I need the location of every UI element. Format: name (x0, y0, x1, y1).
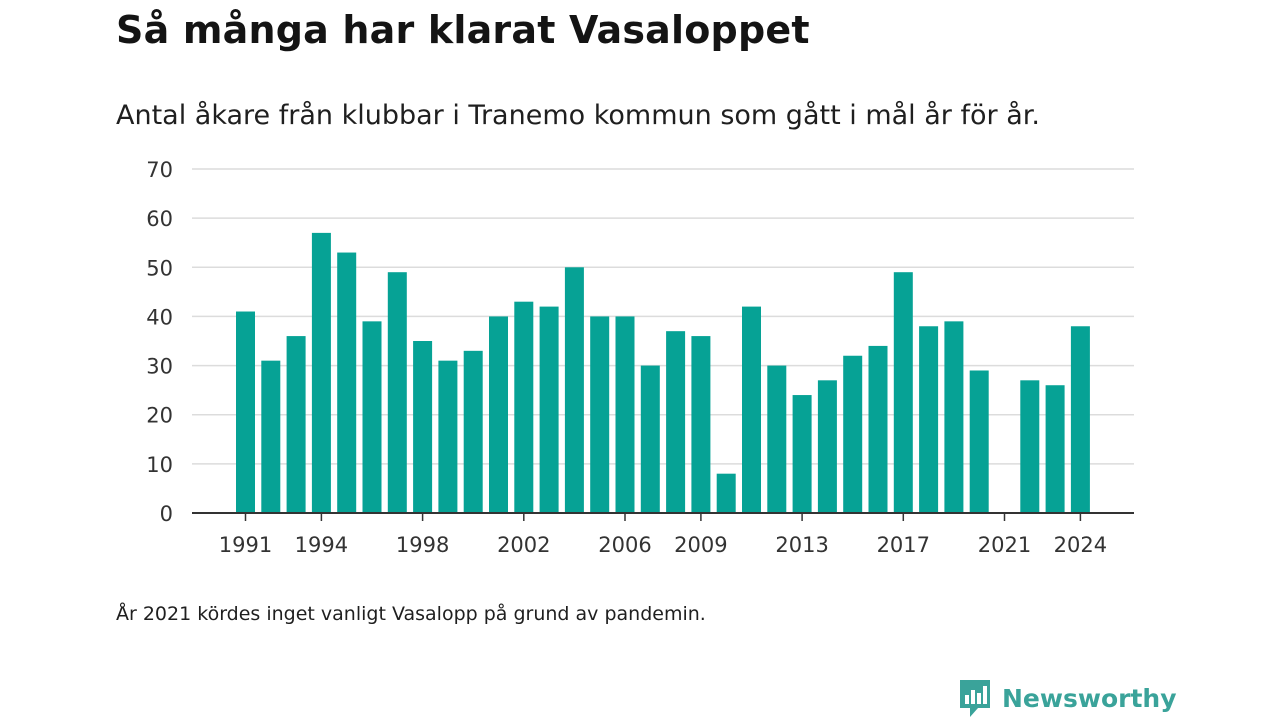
bar-2010 (716, 473, 736, 513)
bar-1996 (362, 321, 382, 513)
bar-1994 (311, 232, 331, 513)
bar-chart-speech-bubble-icon (960, 680, 990, 717)
bars (236, 232, 1090, 514)
y-tick-label-40: 40 (146, 305, 173, 329)
bar-2015 (843, 355, 863, 513)
bar-2019 (944, 321, 964, 513)
x-tick-label-1998: 1998 (396, 533, 449, 557)
y-tick-label-70: 70 (146, 158, 173, 182)
bar-2001 (489, 316, 508, 513)
bar-2004 (564, 267, 584, 513)
y-tick-label-20: 20 (146, 404, 173, 428)
bar-2024 (1070, 326, 1090, 513)
bar-2003 (539, 306, 559, 513)
bar-2014 (817, 380, 837, 513)
chart-title: Så många har klarat Vasaloppet (116, 8, 810, 52)
y-axis-ticks: 0 10 20 30 40 50 60 70 (146, 158, 173, 526)
bar-1992 (261, 360, 281, 513)
gridlines (192, 168, 1134, 465)
bar-2017 (893, 272, 913, 513)
y-tick-label-30: 30 (146, 355, 173, 379)
x-tick-label-2024: 2024 (1054, 533, 1107, 557)
x-tick-label-1991: 1991 (219, 533, 272, 557)
x-tick-label-2002: 2002 (497, 533, 550, 557)
y-tick-label-10: 10 (146, 453, 173, 477)
bar-2005 (590, 316, 610, 513)
footnote: År 2021 kördes inget vanligt Vasalopp på… (116, 603, 706, 625)
bar-1995 (337, 252, 357, 514)
bar-2006 (615, 316, 635, 513)
newsworthy-logo: Newsworthy (958, 678, 1177, 718)
y-tick-label-0: 0 (160, 502, 173, 526)
x-tick-label-2017: 2017 (877, 533, 930, 557)
x-tick-label-2009: 2009 (674, 533, 727, 557)
y-tick-label-50: 50 (146, 256, 173, 280)
x-axis-ticks: 1991 1994 1998 2002 2006 2009 2013 2017 2021 2024 (219, 513, 1107, 557)
bar-2007 (640, 365, 660, 513)
bar-1998 (413, 341, 433, 513)
y-tick-label-60: 60 (146, 207, 173, 231)
bar-1993 (286, 336, 306, 513)
bar-2016 (868, 345, 888, 513)
x-tick-label-2006: 2006 (598, 533, 651, 557)
bar-2023 (1045, 385, 1065, 513)
bar-2022 (1020, 380, 1040, 513)
x-tick-label-2021: 2021 (978, 533, 1031, 557)
bar-2009 (691, 336, 711, 513)
bar-1999 (438, 360, 458, 513)
x-tick-label-2013: 2013 (775, 533, 828, 557)
bar-2008 (666, 331, 686, 513)
x-tick-label-1994: 1994 (295, 533, 348, 557)
bar-2011 (742, 306, 761, 513)
brand-name: Newsworthy (1002, 683, 1177, 713)
bar-1997 (387, 272, 407, 513)
bar-2018 (919, 326, 939, 513)
bar-2020 (969, 370, 989, 513)
bar-2002 (514, 301, 534, 513)
bar-2013 (792, 395, 812, 513)
bar-1991 (236, 311, 255, 513)
bar-2012 (767, 365, 787, 513)
chart-subtitle: Antal åkare från klubbar i Tranemo kommu… (116, 100, 1040, 131)
bar-2000 (463, 350, 483, 513)
